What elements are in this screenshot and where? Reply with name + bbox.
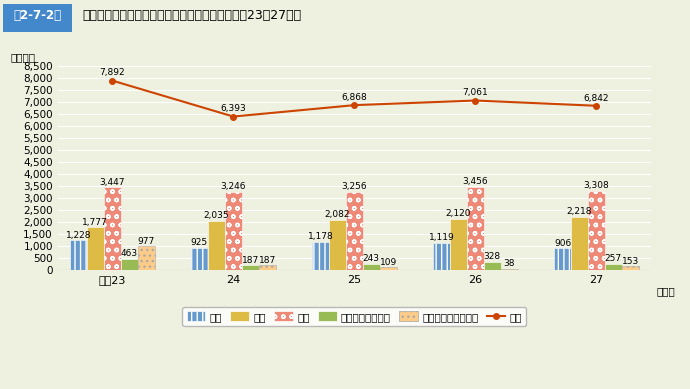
Text: 463: 463 <box>121 249 138 258</box>
Bar <box>571 217 588 270</box>
Bar <box>225 192 241 270</box>
Text: 1,228: 1,228 <box>66 231 91 240</box>
Bar <box>104 187 121 270</box>
Text: 38: 38 <box>504 259 515 268</box>
Bar <box>346 192 363 270</box>
Bar <box>588 191 605 270</box>
Bar <box>484 262 501 270</box>
Text: 187: 187 <box>259 256 276 265</box>
Text: 消防防災ヘリコプターによる災害出動状況（平成23～27年）: 消防防災ヘリコプターによる災害出動状況（平成23～27年） <box>83 9 302 22</box>
Text: 2,120: 2,120 <box>446 209 471 219</box>
Text: 257: 257 <box>605 254 622 263</box>
Bar <box>450 219 467 270</box>
Text: 3,246: 3,246 <box>221 182 246 191</box>
Bar <box>191 248 208 270</box>
Bar <box>70 240 87 270</box>
Text: 977: 977 <box>137 237 155 246</box>
Text: 6,868: 6,868 <box>342 93 367 102</box>
Bar <box>241 265 259 270</box>
Text: 6,842: 6,842 <box>584 94 609 103</box>
Text: 2,035: 2,035 <box>204 212 229 221</box>
Text: 6,393: 6,393 <box>220 104 246 114</box>
Bar <box>363 264 380 270</box>
Legend: 火災, 救助, 救急, 情報収集・輸送等, 緊急消防防援隊活動, 合計: 火災, 救助, 救急, 情報収集・輸送等, 緊急消防防援隊活動, 合計 <box>182 307 526 326</box>
Text: 3,447: 3,447 <box>99 178 125 187</box>
FancyBboxPatch shape <box>3 4 72 32</box>
Bar <box>380 267 397 270</box>
Bar <box>259 265 276 270</box>
Text: 3,308: 3,308 <box>584 181 609 190</box>
Text: 3,456: 3,456 <box>462 177 489 186</box>
Text: 1,777: 1,777 <box>82 218 108 227</box>
Bar <box>433 243 450 270</box>
Text: 7,892: 7,892 <box>99 68 125 77</box>
Bar <box>312 242 329 270</box>
Bar <box>121 259 138 270</box>
Text: 7,061: 7,061 <box>462 88 489 97</box>
Bar <box>208 221 225 270</box>
Bar <box>554 248 571 270</box>
Bar <box>605 264 622 270</box>
Text: 1,119: 1,119 <box>428 233 455 242</box>
Text: 第2-7-2図: 第2-7-2図 <box>14 9 62 22</box>
Text: 109: 109 <box>380 258 397 267</box>
Text: 187: 187 <box>241 256 259 265</box>
Text: 153: 153 <box>622 257 639 266</box>
Text: 3,256: 3,256 <box>342 182 367 191</box>
Bar <box>501 269 518 270</box>
Bar <box>467 187 484 270</box>
Text: 243: 243 <box>363 254 380 263</box>
Text: 906: 906 <box>554 238 571 247</box>
Bar <box>87 227 104 270</box>
Bar <box>138 247 155 270</box>
Bar <box>622 266 639 270</box>
Bar <box>329 220 346 270</box>
Text: 1,178: 1,178 <box>308 232 333 241</box>
Text: 328: 328 <box>484 252 501 261</box>
Text: （年）: （年） <box>657 286 676 296</box>
Text: （件数）: （件数） <box>10 52 35 62</box>
Text: 2,218: 2,218 <box>566 207 592 216</box>
Text: 2,082: 2,082 <box>324 210 350 219</box>
Text: 925: 925 <box>191 238 208 247</box>
